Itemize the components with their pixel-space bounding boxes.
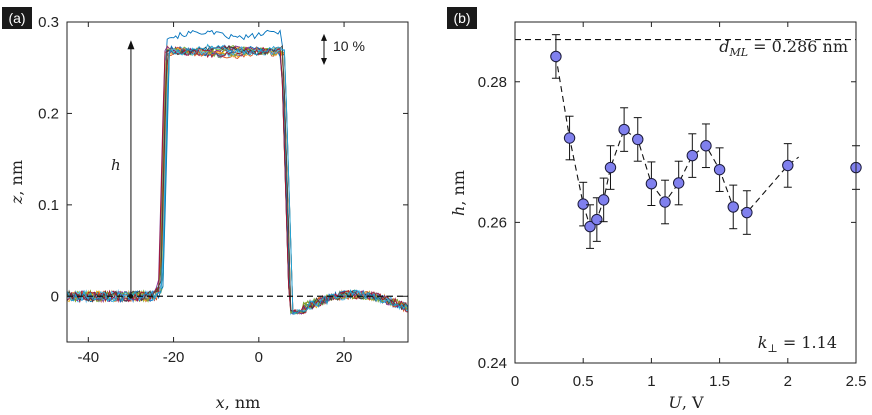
x-tick-label: 1.5 <box>709 373 730 390</box>
panel-b-lines <box>515 38 856 228</box>
panel-b-ylabel: h, nm <box>449 170 468 216</box>
trend-dashed-line <box>555 56 800 228</box>
panel-a-ticks: -40 -20 0 20 0 0.1 0.2 0.3 <box>38 14 408 366</box>
y-tick-label: 0.3 <box>38 14 59 31</box>
height-profile-trace <box>66 46 409 314</box>
data-point <box>727 201 739 213</box>
x-tick-label: 1 <box>647 373 655 390</box>
height-profile-trace <box>66 44 409 314</box>
panel-b-dml-label: dML = 0.286 nm <box>719 37 848 59</box>
height-profile-trace <box>66 46 409 315</box>
y-tick-label: 0 <box>51 288 59 305</box>
data-point <box>597 194 610 206</box>
panel-a-axes-box <box>66 21 409 343</box>
panel-b-label-bg <box>447 7 477 29</box>
height-profile-trace <box>66 47 409 314</box>
data-point <box>632 133 644 146</box>
data-point <box>672 177 685 189</box>
height-profile-trace <box>66 46 409 316</box>
data-point <box>713 163 726 176</box>
data-point <box>659 196 671 208</box>
panel-b-label: (b) <box>453 10 470 26</box>
scale-arrow-head-down <box>321 57 327 65</box>
x-tick-label: 0.5 <box>573 373 594 390</box>
panel-a-label: (a) <box>8 10 25 26</box>
y-tick-label: 0.24 <box>478 355 507 372</box>
x-tick-label: -40 <box>77 349 99 366</box>
data-point <box>686 149 699 162</box>
panel-b-k-label: k⊥ = 1.14 <box>758 333 837 355</box>
panel-b-xlabel: U, V <box>668 393 704 412</box>
y-tick-label: 0.2 <box>38 105 59 122</box>
height-profile-trace <box>66 43 409 315</box>
panel-a-h-label: h <box>111 156 121 174</box>
panel-b-points <box>550 34 862 249</box>
x-tick-label: 20 <box>336 349 353 366</box>
data-point <box>618 123 630 136</box>
data-point <box>591 213 603 226</box>
panel-a-annotations <box>67 33 408 299</box>
panel-a: (a) -40 -20 0 20 0 0.1 0.2 0.3 h 10 % x, nm z, … <box>2 7 409 412</box>
panel-a-scale-label: 10 % <box>333 38 365 54</box>
h-arrow-head <box>127 40 135 50</box>
panel-b: (b) 0 0.5 1 1.5 2 2.5 0.24 0.26 0.28 dML = 0.286… <box>447 7 866 412</box>
panel-a-ylabel: z, nm <box>7 160 26 205</box>
height-profile-trace <box>66 45 409 315</box>
data-point <box>782 159 794 172</box>
x-tick-label: 2 <box>784 373 792 390</box>
x-tick-label: 2.5 <box>846 373 867 390</box>
x-tick-label: -20 <box>163 349 185 366</box>
x-tick-label: 0 <box>255 349 263 366</box>
data-point <box>604 161 617 174</box>
panel-a-xlabel: x, nm <box>216 393 261 412</box>
data-point <box>741 206 753 219</box>
y-tick-label: 0.28 <box>478 74 507 91</box>
panel-b-axes-box <box>514 21 857 364</box>
panel-b-ticks: 0 0.5 1 1.5 2 2.5 0.24 0.26 0.28 <box>478 22 867 390</box>
height-profile-trace <box>66 47 409 314</box>
data-point <box>645 178 658 190</box>
y-tick-label: 0.1 <box>38 197 59 214</box>
height-profile-trace <box>66 45 409 314</box>
height-profile-trace <box>66 44 409 315</box>
data-point <box>577 198 589 210</box>
y-tick-label: 0.26 <box>478 214 507 231</box>
height-profile-trace <box>66 45 409 315</box>
data-point <box>700 140 712 152</box>
panel-a-traces <box>66 29 409 316</box>
x-tick-label: 0 <box>511 373 519 390</box>
height-profile-trace <box>66 48 409 315</box>
data-point <box>563 132 576 144</box>
height-profile-trace <box>66 45 409 315</box>
data-point <box>584 220 596 233</box>
h-arrow-base-dot <box>128 294 134 299</box>
scale-arrow-head-up <box>321 33 327 41</box>
panel-a-label-bg <box>2 7 32 29</box>
data-point <box>550 50 562 63</box>
height-profile-trace <box>66 44 409 314</box>
height-profile-trace <box>66 46 409 314</box>
